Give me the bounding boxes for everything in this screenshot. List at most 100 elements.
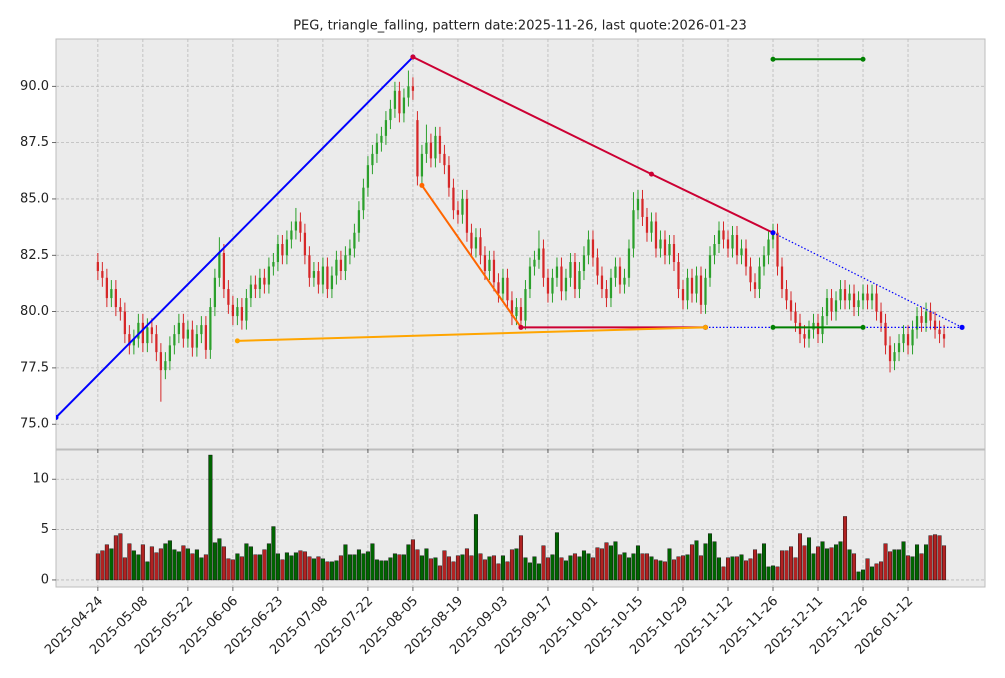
candle-body xyxy=(726,239,730,249)
candle-body xyxy=(303,232,307,256)
candle-body xyxy=(227,289,230,305)
candle-body xyxy=(519,307,523,321)
volume-bar xyxy=(730,556,735,581)
volume-bar xyxy=(370,543,375,581)
volume-bar xyxy=(352,554,357,581)
volume-bar xyxy=(257,554,262,581)
volume-bar xyxy=(509,549,514,581)
volume-bar xyxy=(496,563,501,581)
candle-body xyxy=(213,277,217,308)
candle-body xyxy=(168,345,171,362)
volume-bar xyxy=(145,561,150,581)
volume-bar xyxy=(307,556,312,581)
pattern-line xyxy=(772,232,963,328)
volume-bar xyxy=(640,553,645,581)
candle-body xyxy=(105,277,108,299)
volume-bar xyxy=(906,555,911,581)
candle-body xyxy=(443,153,446,166)
candle-body xyxy=(609,277,613,299)
candle-body xyxy=(515,307,518,317)
volume-bar xyxy=(284,552,289,581)
candle-body xyxy=(645,216,649,233)
candle-body xyxy=(857,300,860,308)
volume-bar xyxy=(604,542,609,581)
candle-body xyxy=(434,135,437,159)
volume-bar xyxy=(545,557,550,581)
volume-bar xyxy=(635,545,640,581)
candle-body xyxy=(533,259,536,267)
volume-bar xyxy=(397,554,402,581)
candle-body xyxy=(933,320,937,330)
candle-body xyxy=(402,97,406,114)
candle-body xyxy=(240,307,244,321)
candle-body xyxy=(330,275,334,290)
volume-bar xyxy=(365,551,370,581)
candle-body xyxy=(929,311,932,321)
candle-body xyxy=(668,244,671,256)
volume-bar xyxy=(419,555,424,581)
volume-bar xyxy=(433,557,438,581)
volume-bar xyxy=(473,514,478,581)
candle-body xyxy=(308,255,311,278)
candle-body xyxy=(524,289,527,321)
candle-body xyxy=(600,275,604,290)
pattern-point xyxy=(770,56,776,62)
volume-bar xyxy=(762,543,767,581)
candle-body xyxy=(848,293,851,301)
candle-body xyxy=(753,282,757,290)
candle-body xyxy=(497,282,500,294)
candle-body xyxy=(506,277,509,301)
candle-body xyxy=(843,289,847,301)
volume-bar xyxy=(334,560,339,581)
volume-bar xyxy=(163,543,168,581)
candle-body xyxy=(704,277,707,305)
volume-bar xyxy=(113,535,118,581)
volume-bar xyxy=(536,563,541,581)
candle-body xyxy=(258,277,262,290)
candle-body xyxy=(614,266,617,278)
candle-body xyxy=(389,108,392,121)
volume-bar xyxy=(919,553,924,581)
grid-layer xyxy=(56,39,985,587)
candle-body xyxy=(776,232,779,267)
candle-body xyxy=(623,277,626,285)
pattern-point xyxy=(410,54,416,60)
candle-body xyxy=(596,257,599,276)
candle-body xyxy=(591,239,595,258)
candle-body xyxy=(708,255,712,278)
volume-bar xyxy=(671,559,676,581)
candle-body xyxy=(222,253,226,290)
candle-body xyxy=(339,259,343,272)
candle-body xyxy=(537,248,541,260)
candle-body xyxy=(218,253,221,278)
candle-body xyxy=(164,361,167,371)
volume-bar xyxy=(478,553,483,581)
candle-body xyxy=(605,289,608,299)
candle-body xyxy=(362,187,365,211)
volume-bar xyxy=(185,548,190,581)
volume-bar xyxy=(217,538,222,581)
volume-bar xyxy=(856,571,861,581)
candle-body xyxy=(132,338,135,346)
volume-bar xyxy=(167,540,172,581)
candle-body xyxy=(713,244,716,256)
volume-bar xyxy=(748,558,753,581)
volume-bar xyxy=(595,547,600,581)
volume-bar xyxy=(572,553,577,581)
volume-bar xyxy=(771,565,776,581)
candle-body xyxy=(821,316,824,335)
volume-bar xyxy=(424,548,429,581)
candle-body xyxy=(141,322,144,344)
pattern-point xyxy=(419,182,425,188)
candle-body xyxy=(875,293,878,312)
candle-body xyxy=(942,334,946,339)
volume-bar xyxy=(329,561,334,581)
volume-bar xyxy=(676,556,681,581)
volume-bar xyxy=(190,553,195,581)
volume-bar xyxy=(181,545,186,581)
volume-bar xyxy=(590,557,595,581)
candle-body xyxy=(510,300,514,317)
volume-bar xyxy=(586,553,591,581)
volume-bar xyxy=(942,545,947,581)
volume-bar xyxy=(834,544,839,581)
